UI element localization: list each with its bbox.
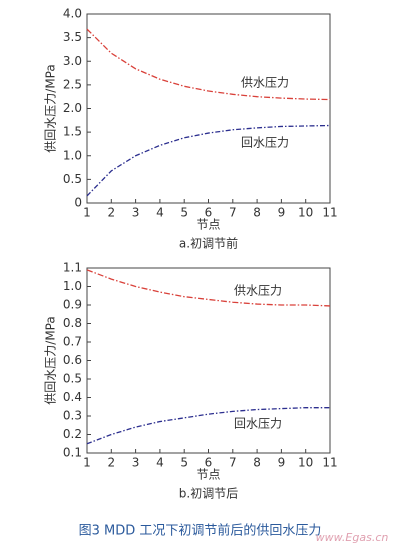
y-tick-label: 0.6 bbox=[63, 353, 82, 367]
y-tick-label: 0.2 bbox=[63, 427, 82, 441]
x-tick-label: 5 bbox=[180, 206, 188, 220]
y-tick-label: 0.5 bbox=[63, 172, 82, 186]
plot-frame bbox=[86, 13, 331, 204]
x-axis-label: 节点 bbox=[196, 468, 220, 482]
series-line bbox=[86, 124, 331, 197]
x-tick-label: 11 bbox=[322, 206, 337, 220]
x-tick-label: 8 bbox=[253, 206, 261, 220]
x-axis-label: 节点 bbox=[196, 218, 220, 232]
x-tick-label: 5 bbox=[180, 456, 188, 470]
series-line bbox=[86, 269, 331, 307]
x-tick-label: 7 bbox=[229, 206, 237, 220]
y-tick-label: 0.3 bbox=[63, 409, 82, 423]
y-tick-label: 0.4 bbox=[63, 390, 82, 404]
subplot-caption: b.初调节后 bbox=[179, 487, 238, 501]
y-tick-label: 0.7 bbox=[63, 335, 82, 349]
x-tick-label: 9 bbox=[278, 456, 286, 470]
watermark: www.Egas.cn bbox=[316, 531, 389, 544]
x-tick-label: 9 bbox=[278, 206, 286, 220]
y-axis-label: 供回水压力/MPa bbox=[44, 64, 58, 152]
y-tick-label: 0.8 bbox=[63, 316, 82, 330]
series-annotation: 回水压力 bbox=[241, 136, 289, 150]
x-tick-label: 1 bbox=[83, 206, 91, 220]
x-tick-label: 4 bbox=[156, 456, 164, 470]
series-annotation: 供水压力 bbox=[241, 76, 289, 90]
y-tick-label: 0.1 bbox=[63, 446, 82, 460]
y-tick-label: 3.0 bbox=[63, 54, 82, 68]
series-line bbox=[86, 28, 331, 101]
figure-caption: 图3 MDD 工况下初调节前后的供回水压力 bbox=[79, 523, 322, 539]
plot-frame bbox=[86, 267, 331, 454]
y-tick-label: 0 bbox=[74, 196, 82, 210]
y-tick-label: 2.5 bbox=[63, 77, 82, 91]
y-tick-label: 1.5 bbox=[63, 125, 82, 139]
x-tick-label: 6 bbox=[205, 456, 213, 470]
x-tick-label: 2 bbox=[107, 456, 115, 470]
x-tick-label: 3 bbox=[132, 206, 140, 220]
x-tick-label: 2 bbox=[107, 206, 115, 220]
x-tick-label: 6 bbox=[205, 206, 213, 220]
x-tick-label: 1 bbox=[83, 456, 91, 470]
series-annotation: 供水压力 bbox=[234, 284, 282, 298]
y-tick-label: 3.5 bbox=[63, 30, 82, 44]
y-axis-label: 供回水压力/MPa bbox=[44, 316, 58, 404]
subplot-caption: a.初调节前 bbox=[179, 236, 238, 251]
x-tick-label: 7 bbox=[229, 456, 237, 470]
x-tick-label: 4 bbox=[156, 206, 164, 220]
y-tick-label: 0.5 bbox=[63, 372, 82, 386]
y-tick-label: 0.9 bbox=[63, 298, 82, 312]
y-tick-label: 4.0 bbox=[63, 7, 82, 21]
x-tick-label: 3 bbox=[132, 456, 140, 470]
series-annotation: 回水压力 bbox=[234, 417, 282, 431]
y-tick-label: 1.0 bbox=[63, 148, 82, 162]
x-tick-label: 8 bbox=[253, 456, 261, 470]
y-tick-label: 1.0 bbox=[63, 279, 82, 293]
y-tick-label: 1.1 bbox=[63, 261, 82, 275]
x-tick-label: 11 bbox=[322, 456, 337, 470]
series-line bbox=[86, 407, 330, 445]
x-tick-label: 10 bbox=[298, 206, 313, 220]
y-tick-label: 2.0 bbox=[63, 101, 82, 115]
x-tick-label: 10 bbox=[298, 456, 313, 470]
